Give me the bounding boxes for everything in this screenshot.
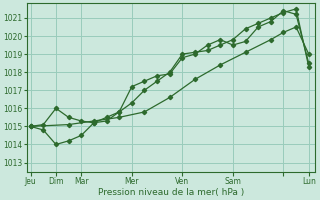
X-axis label: Pression niveau de la mer( hPa ): Pression niveau de la mer( hPa ) [98, 188, 244, 197]
